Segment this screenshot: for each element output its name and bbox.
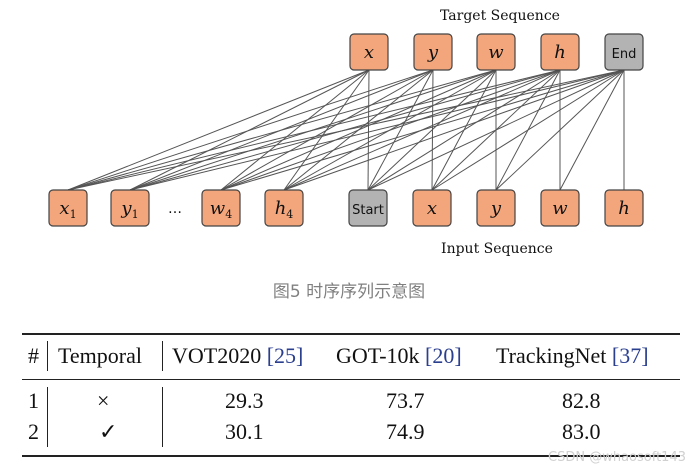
attention-line [367,69,561,191]
figure-caption: 图5 时序序列示意图 [272,282,426,302]
input-token: h [604,189,644,227]
attention-line [283,69,625,191]
attention-line [67,69,370,191]
table-bottom-rule [22,455,680,457]
row-2-got10k: 74.9 [386,419,425,444]
table-header-rule [22,379,680,380]
attention-line [495,69,625,191]
token-label: x1 [59,198,76,221]
token-box [201,189,241,227]
attention-line [67,69,434,191]
header-vot2020-ref: [25] [266,343,304,368]
input-token: w4 [201,189,241,227]
target-token: x [349,33,389,71]
header-temporal: Temporal [58,343,142,368]
attention-line [559,69,625,191]
table-top-rule [22,333,680,335]
token-box [348,189,388,227]
column-separator [162,341,163,371]
input-token: y1 [110,189,150,227]
token-box [412,189,452,227]
attention-line [367,69,497,191]
attention-line [367,69,434,191]
header-got10k: GOT-10k [20] [336,343,462,369]
attention-line [220,69,370,191]
header-vot2020: VOT2020 [25] [172,343,303,369]
token-label: x [364,42,374,63]
row-2-index: 2 [28,419,39,444]
input-sequence-title: Input Sequence [441,241,553,257]
watermark: CSDN @whaosoft143 [548,450,686,465]
token-label: h4 [275,198,294,221]
attention-line [220,69,625,191]
row-1-got10k: 73.7 [386,388,425,413]
attention-line [220,69,497,191]
input-token: w [540,189,580,227]
attention-line [220,69,561,191]
header-got10k-label: GOT-10k [336,343,420,368]
attention-line [220,69,434,191]
token-label: h [554,42,566,63]
row-2-trackingnet: 83.0 [562,419,601,444]
token-label: y [427,42,439,63]
column-separator [47,387,48,447]
token-box [604,33,644,71]
input-token: h4 [264,189,304,227]
attention-line [129,69,625,191]
attention-lines [67,69,625,191]
token-label: y1 [120,198,138,221]
target-token: y [413,33,453,71]
attention-line [367,69,625,191]
token-label: x [427,198,437,219]
input-token: x1 [48,189,88,227]
attention-line [67,69,497,191]
header-trackingnet: TrackingNet [37] [496,343,649,369]
token-box [48,189,88,227]
target-sequence-title: Target Sequence [440,8,560,24]
header-trackingnet-label: TrackingNet [496,343,607,368]
token-box [540,33,580,71]
attention-line [67,69,625,191]
token-label: Start [352,203,384,218]
target-token: w [476,33,516,71]
token-box [413,33,453,71]
header-got10k-ref: [20] [425,343,462,368]
token-label: w [552,198,568,219]
header-index: # [28,343,39,368]
token-box [604,189,644,227]
ellipsis: … [168,201,182,217]
token-box [110,189,150,227]
target-sequence-tokens: x y w h End [349,33,644,71]
token-label: w [488,42,504,63]
target-token: End [604,33,644,71]
row-1-vot2020: 29.3 [225,388,264,413]
token-box [349,33,389,71]
row-1-temporal: × [97,388,110,413]
token-label: h [618,198,630,219]
attention-line [367,69,370,191]
token-box [476,33,516,71]
token-box [264,189,304,227]
token-label: y [490,198,502,219]
token-label: End [612,47,637,62]
column-separator [47,341,48,371]
header-trackingnet-ref: [37] [611,343,649,368]
header-vot2020-label: VOT2020 [172,343,262,368]
token-box [476,189,516,227]
sequence-diagram: x y w h End x1 y1 … w4 h4 Start x y w h Target Sequen… [48,8,644,257]
input-token: x [412,189,452,227]
token-label: w4 [210,198,232,221]
input-token: y [476,189,516,227]
column-separator [162,387,163,447]
row-1-index: 1 [28,388,39,413]
row-2-vot2020: 30.1 [225,419,264,444]
input-token: Start [348,189,388,227]
attention-line [431,69,625,191]
attention-line [67,69,561,191]
row-2-temporal: ✓ [99,419,118,444]
target-token: h [540,33,580,71]
row-1-trackingnet: 82.8 [562,388,601,413]
input-sequence-tokens: x1 y1 … w4 h4 Start x y w h [48,189,644,227]
token-box [540,189,580,227]
